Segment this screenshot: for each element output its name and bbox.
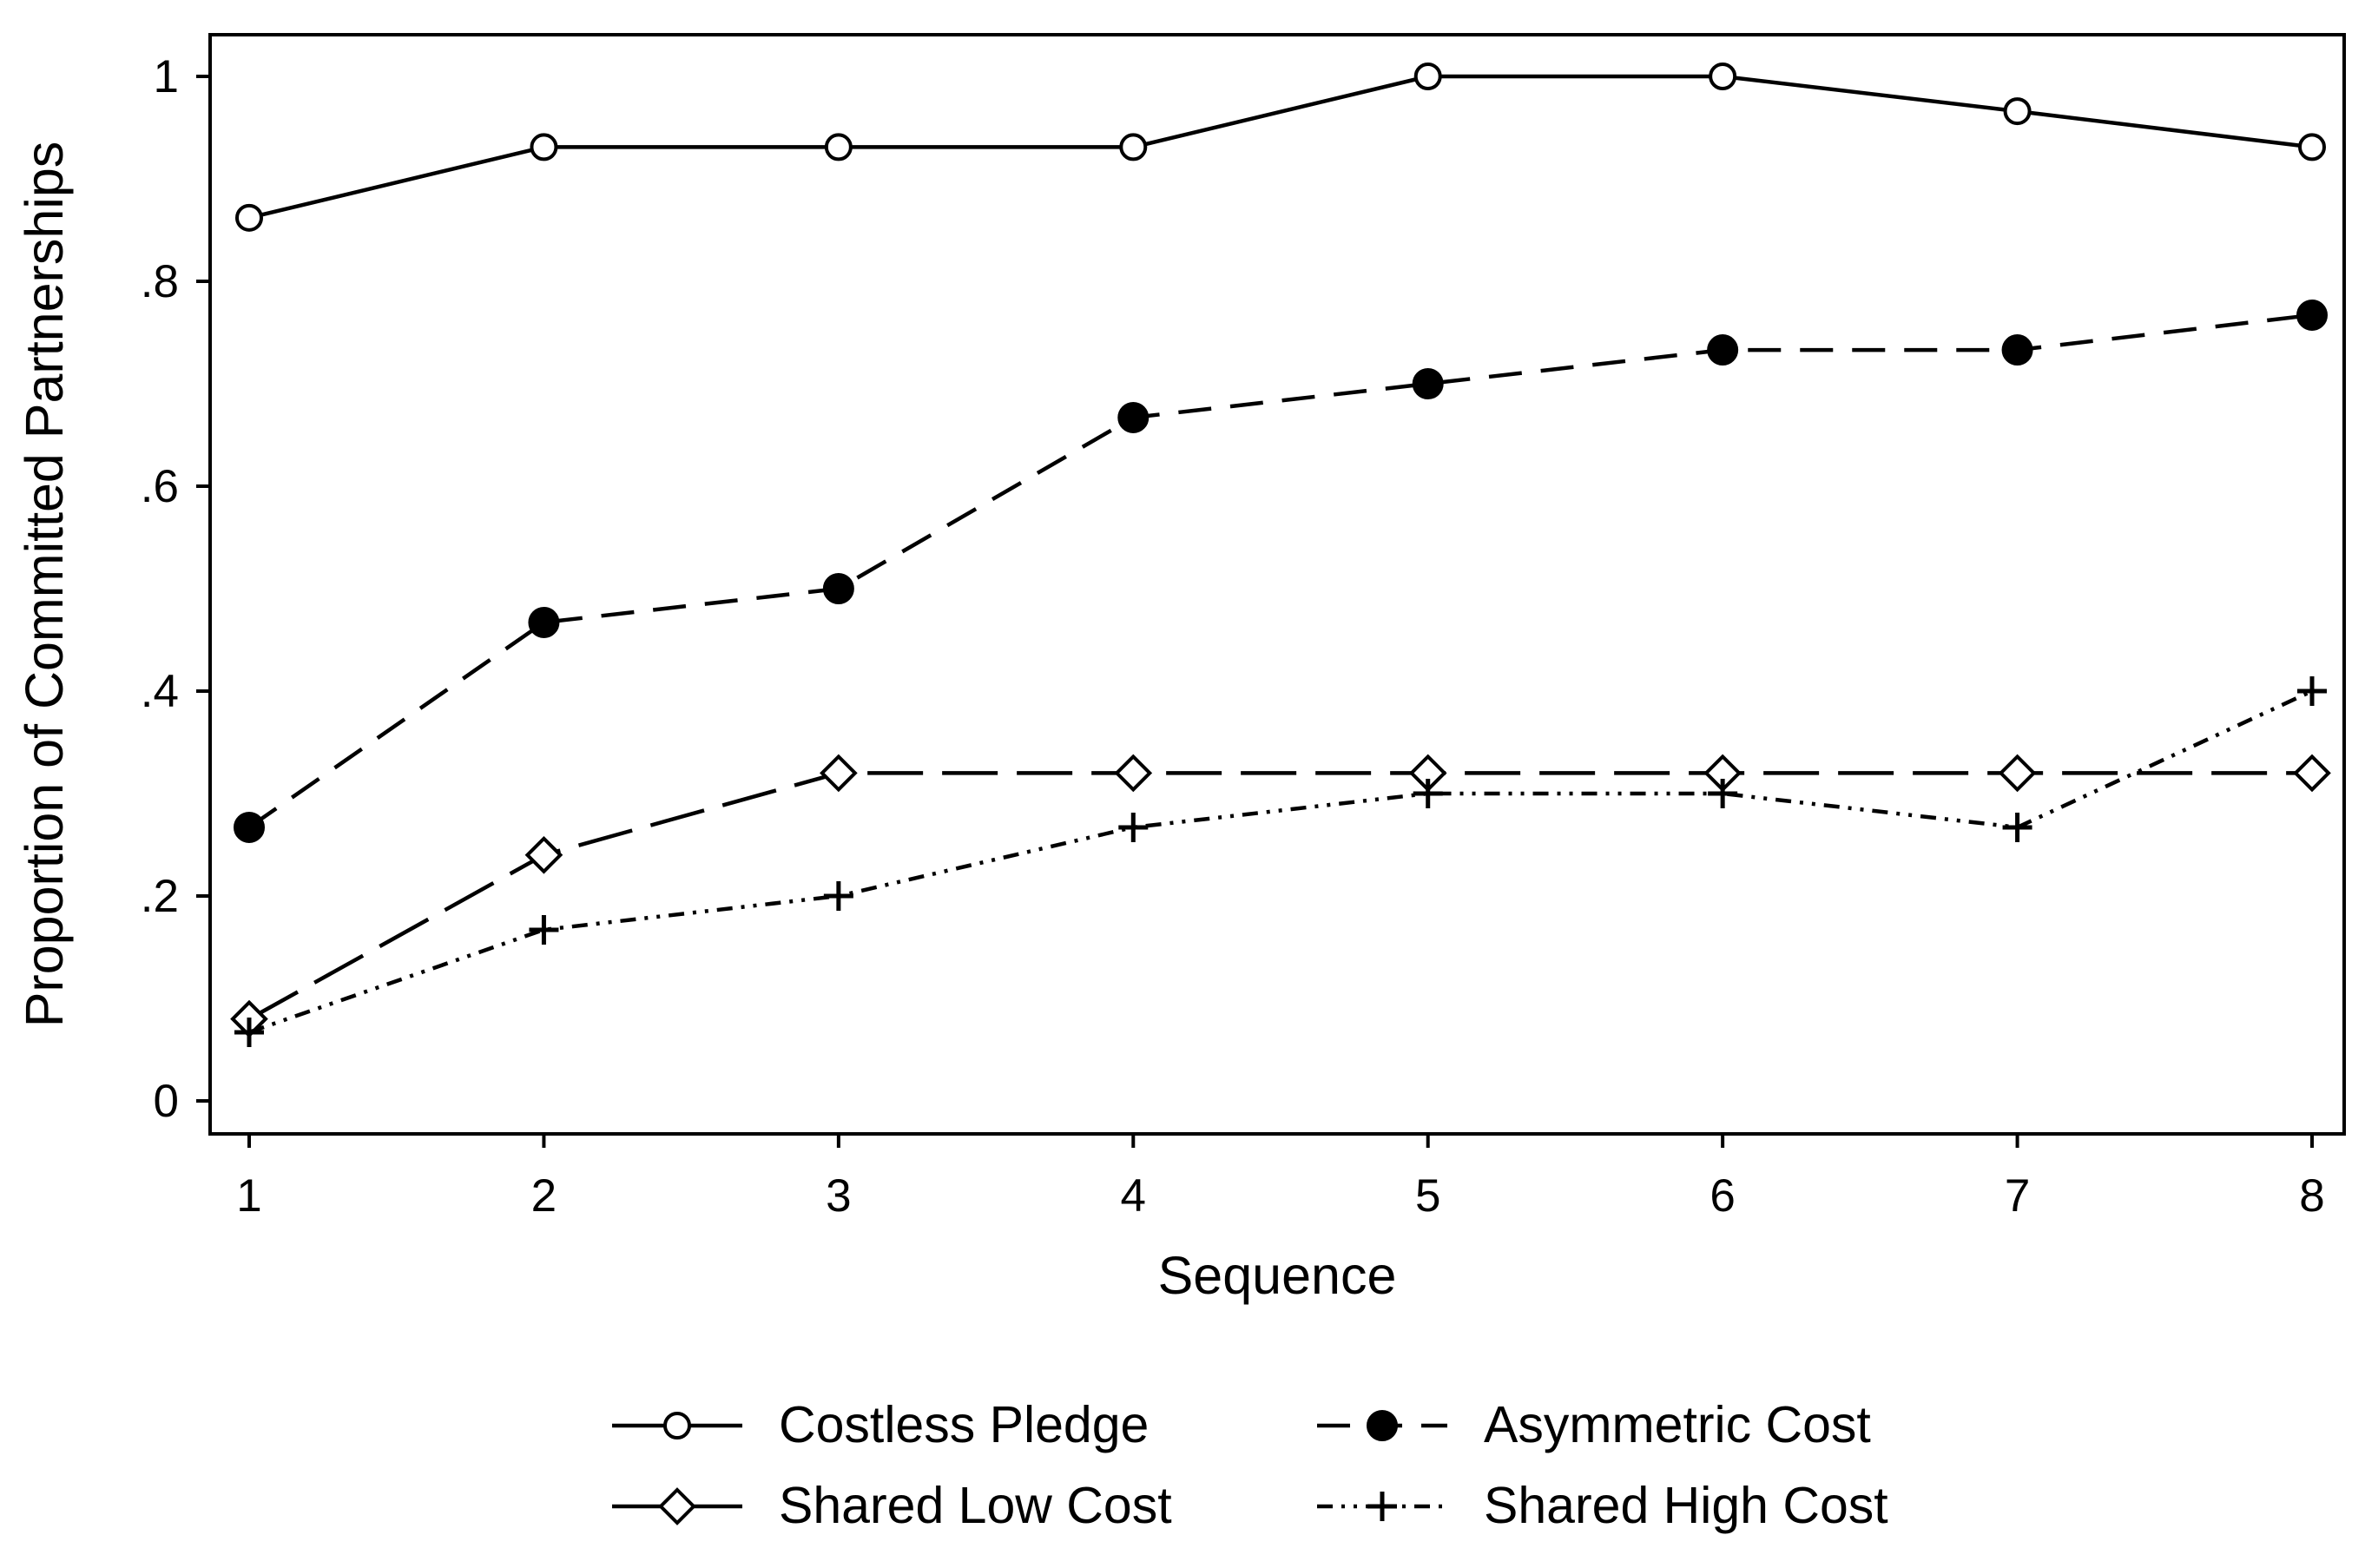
y-tick-label: 1 — [154, 51, 179, 102]
data-point-shared-high-cost — [823, 881, 853, 911]
data-point-costless-pledge — [1119, 133, 1148, 161]
series-shared-high-cost — [234, 676, 2327, 1047]
data-point-shared-high-cost — [529, 914, 559, 945]
data-point-asymmetric-cost — [528, 606, 560, 638]
x-tick-label: 3 — [826, 1170, 851, 1222]
x-tick-label: 2 — [531, 1170, 557, 1222]
data-point-costless-pledge — [1413, 63, 1442, 90]
series-line-shared-low-cost — [247, 771, 2312, 1021]
data-point-asymmetric-cost — [1707, 334, 1739, 366]
series-line-asymmetric-cost — [247, 313, 2313, 829]
y-tick-label: .8 — [141, 256, 179, 307]
data-point-asymmetric-cost — [822, 573, 854, 604]
x-axis-title: Sequence — [1158, 1246, 1397, 1305]
legend-marker — [1367, 1492, 1397, 1521]
data-point-costless-pledge — [2298, 133, 2326, 161]
data-point-asymmetric-cost — [2296, 299, 2328, 331]
x-tick-label: 1 — [236, 1170, 261, 1222]
data-point-shared-low-cost — [820, 754, 858, 793]
y-tick-label: .2 — [141, 871, 179, 922]
legend-item-shared-low-cost: Shared Low Cost — [612, 1477, 1172, 1534]
data-point-shared-low-cost — [1998, 754, 2037, 793]
legend: Costless Pledge Asymmetric Cost Shared Low… — [612, 1396, 1888, 1534]
x-axis: 1 2 3 4 5 6 7 8 — [236, 1134, 2325, 1222]
legend-label: Asymmetric Cost — [1484, 1396, 1871, 1453]
legend-item-shared-high-cost: Shared High Cost — [1317, 1477, 1888, 1534]
data-point-costless-pledge — [1709, 63, 1737, 90]
data-point-asymmetric-cost — [1117, 401, 1150, 433]
data-point-shared-low-cost — [1114, 754, 1153, 793]
data-point-costless-pledge — [530, 133, 558, 161]
series-line-shared-high-cost — [248, 688, 2313, 1035]
data-point-costless-pledge — [2003, 97, 2032, 126]
data-point-shared-high-cost — [2297, 676, 2327, 706]
data-point-costless-pledge — [235, 203, 263, 232]
data-point-shared-high-cost — [1708, 779, 1738, 808]
legend-label: Shared Low Cost — [779, 1477, 1172, 1534]
y-tick-label: 0 — [154, 1076, 179, 1127]
data-point-asymmetric-cost — [2001, 334, 2033, 366]
x-tick-label: 6 — [1710, 1170, 1735, 1222]
data-point-shared-low-cost — [2293, 754, 2331, 793]
series-costless-pledge — [235, 63, 2326, 232]
y-tick-label: .4 — [141, 666, 179, 717]
data-point-asymmetric-cost — [1412, 368, 1444, 399]
legend-marker — [663, 1412, 691, 1440]
x-tick-label: 4 — [1121, 1170, 1146, 1222]
data-point-shared-high-cost — [234, 1017, 264, 1047]
series-asymmetric-cost — [234, 299, 2328, 843]
data-point-asymmetric-cost — [234, 811, 265, 843]
data-point-shared-low-cost — [524, 835, 563, 874]
plot-area-frame — [208, 33, 2346, 1136]
data-point-shared-high-cost — [1413, 779, 1443, 808]
legend-marker — [1367, 1410, 1398, 1441]
series-line-costless-pledge — [248, 74, 2313, 220]
y-axis: 0 .2 .4 .6 .8 1 — [141, 51, 210, 1127]
data-point-shared-high-cost — [1118, 812, 1149, 842]
legend-item-costless-pledge: Costless Pledge — [612, 1396, 1149, 1453]
legend-label: Shared High Cost — [1484, 1477, 1888, 1534]
series-layer — [230, 63, 2331, 1047]
legend-marker — [658, 1487, 696, 1525]
y-axis-title: Proportion of Committed Partnerships — [15, 142, 74, 1028]
legend-item-asymmetric-cost: Asymmetric Cost — [1317, 1396, 1871, 1453]
x-tick-label: 5 — [1415, 1170, 1440, 1222]
legend-label: Costless Pledge — [779, 1396, 1149, 1453]
y-tick-label: .6 — [141, 461, 179, 512]
x-tick-label: 7 — [2005, 1170, 2030, 1222]
data-point-costless-pledge — [824, 133, 853, 161]
x-tick-label: 8 — [2299, 1170, 2324, 1222]
data-point-shared-high-cost — [2002, 812, 2032, 842]
